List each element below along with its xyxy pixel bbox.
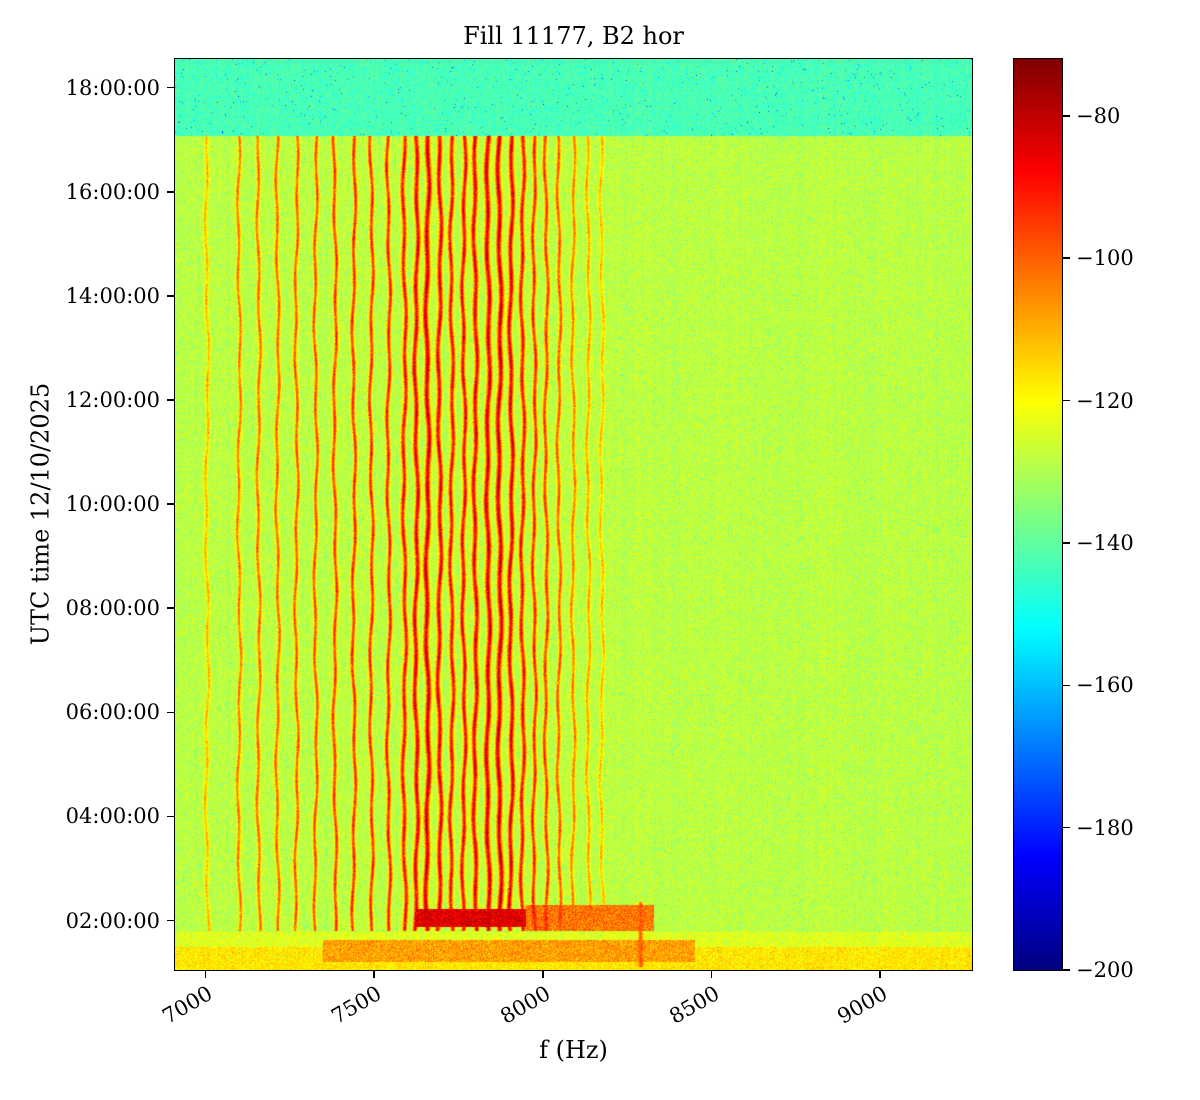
chart-title: Fill 11177, B2 hor bbox=[463, 22, 684, 50]
colorbar-tick-label: −140 bbox=[1076, 530, 1134, 555]
y-tick-mark bbox=[167, 190, 174, 193]
y-tick-mark bbox=[167, 815, 174, 818]
y-tick-label: 18:00:00 bbox=[65, 75, 160, 100]
colorbar-tick-label: −160 bbox=[1076, 673, 1134, 698]
colorbar-tick-label: −100 bbox=[1076, 246, 1134, 271]
y-tick-label: 12:00:00 bbox=[65, 387, 160, 412]
x-tick-mark bbox=[373, 971, 375, 978]
colorbar-tick-mark bbox=[1063, 399, 1070, 402]
colorbar-tick-mark bbox=[1063, 684, 1070, 687]
colorbar-tick-label: −120 bbox=[1076, 388, 1134, 413]
y-tick-mark bbox=[167, 503, 174, 505]
y-tick-mark bbox=[167, 86, 174, 89]
y-tick-mark bbox=[167, 295, 174, 297]
colorbar-tick-label: −200 bbox=[1076, 958, 1134, 982]
y-tick-label: 04:00:00 bbox=[65, 804, 160, 829]
y-tick-label: 16:00:00 bbox=[65, 179, 160, 204]
y-tick-mark bbox=[167, 399, 174, 401]
colorbar-tick-mark bbox=[1063, 542, 1070, 544]
y-tick-label: 14:00:00 bbox=[65, 283, 160, 308]
colorbar-tick-mark bbox=[1063, 257, 1070, 260]
y-tick-label: 02:00:00 bbox=[65, 908, 160, 933]
x-tick-mark bbox=[204, 971, 207, 978]
colorbar-tick-mark bbox=[1063, 826, 1070, 829]
x-tick-mark bbox=[710, 971, 713, 978]
colorbar-tick-label: −80 bbox=[1076, 103, 1121, 128]
y-tick-label: 10:00:00 bbox=[65, 492, 160, 517]
y-tick-mark bbox=[167, 919, 174, 922]
colorbar-gradient bbox=[1014, 59, 1062, 970]
y-tick-label: 06:00:00 bbox=[65, 700, 160, 725]
y-tick-mark bbox=[167, 607, 174, 609]
heatmap-canvas bbox=[175, 59, 972, 970]
x-tick-mark bbox=[879, 971, 881, 978]
y-tick-label: 08:00:00 bbox=[65, 596, 160, 621]
colorbar-tick-mark bbox=[1063, 969, 1070, 971]
colorbar-tick-mark bbox=[1063, 115, 1070, 117]
x-tick-mark bbox=[541, 971, 544, 978]
y-tick-mark bbox=[167, 711, 174, 714]
plot-area bbox=[174, 58, 973, 971]
colorbar-tick-label: −180 bbox=[1076, 815, 1134, 840]
colorbar bbox=[1013, 58, 1063, 971]
x-axis-label: f (Hz) bbox=[539, 1036, 608, 1064]
